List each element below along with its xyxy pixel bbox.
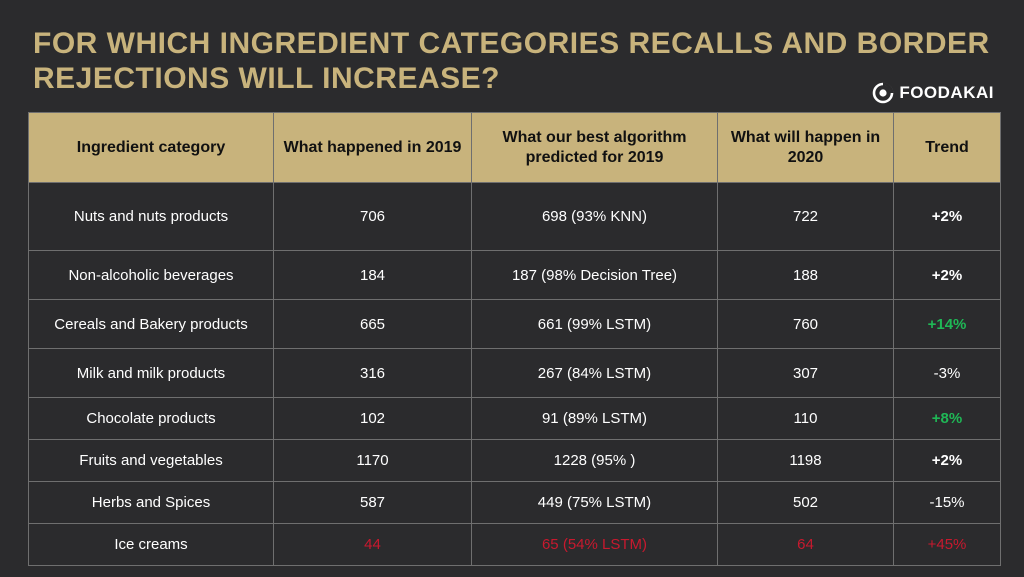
category-cell: Fruits and vegetables [28, 439, 274, 482]
happened-2019-cell: 184 [273, 250, 472, 300]
foodakai-logo-icon [873, 82, 894, 104]
category-cell: Cereals and Bakery products [28, 299, 274, 349]
table-row: Nuts and nuts products 706 698 (93% KNN) 72… [28, 182, 1001, 251]
predicted-2019-cell: 65 (54% LSTM) [471, 523, 718, 566]
predicted-2019-cell: 449 (75% LSTM) [471, 481, 718, 524]
trend-cell: +2% [893, 250, 1001, 300]
happened-2019-cell: 44 [273, 523, 472, 566]
trend-cell: +2% [893, 439, 1001, 482]
forecast-2020-cell: 502 [717, 481, 894, 524]
happened-2019-cell: 1170 [273, 439, 472, 482]
forecast-2020-cell: 1198 [717, 439, 894, 482]
happened-2019-cell: 316 [273, 348, 472, 398]
category-cell: Chocolate products [28, 397, 274, 440]
table-row: Herbs and Spices 587 449 (75% LSTM) 502 -15% [28, 481, 1001, 524]
table-row: Milk and milk products 316 267 (84% LSTM) 3… [28, 348, 1001, 398]
predicted-2019-cell: 267 (84% LSTM) [471, 348, 718, 398]
forecast-2020-cell: 760 [717, 299, 894, 349]
forecast-2020-cell: 307 [717, 348, 894, 398]
trend-cell: +14% [893, 299, 1001, 349]
trend-cell: -3% [893, 348, 1001, 398]
predicted-2019-cell: 698 (93% KNN) [471, 182, 718, 251]
forecast-2020-cell: 64 [717, 523, 894, 566]
category-cell: Non-alcoholic beverages [28, 250, 274, 300]
column-header-trend: Trend [893, 112, 1001, 183]
column-header-happened-2019: What happened in 2019 [273, 112, 472, 183]
column-header-category: Ingredient category [28, 112, 274, 183]
predicted-2019-cell: 1228 (95% ) [471, 439, 718, 482]
recalls-forecast-table: Ingredient category What happened in 201… [28, 112, 1001, 566]
trend-cell: +8% [893, 397, 1001, 440]
forecast-2020-cell: 188 [717, 250, 894, 300]
predicted-2019-cell: 187 (98% Decision Tree) [471, 250, 718, 300]
column-header-forecast-2020: What will happen in 2020 [717, 112, 894, 183]
happened-2019-cell: 665 [273, 299, 472, 349]
page-title: FOR WHICH INGREDIENT CATEGORIES RECALLS … [33, 27, 990, 95]
category-cell: Milk and milk products [28, 348, 274, 398]
trend-cell: +45% [893, 523, 1001, 566]
table-row: Ice creams 44 65 (54% LSTM) 64 +45% [28, 523, 1001, 566]
table-row: Non-alcoholic beverages 184 187 (98% Decis… [28, 250, 1001, 300]
trend-cell: -15% [893, 481, 1001, 524]
happened-2019-cell: 102 [273, 397, 472, 440]
predicted-2019-cell: 661 (99% LSTM) [471, 299, 718, 349]
happened-2019-cell: 706 [273, 182, 472, 251]
column-header-predicted-2019: What our best algorithm predicted for 20… [471, 112, 718, 183]
category-cell: Ice creams [28, 523, 274, 566]
table-header-row: Ingredient category What happened in 201… [28, 112, 1001, 183]
table-body: Nuts and nuts products 706 698 (93% KNN) 72… [28, 182, 1001, 566]
trend-cell: +2% [893, 182, 1001, 251]
foodakai-logo: FOODAKAI [871, 80, 994, 106]
forecast-2020-cell: 110 [717, 397, 894, 440]
happened-2019-cell: 587 [273, 481, 472, 524]
table-row: Cereals and Bakery products 665 661 (99% L… [28, 299, 1001, 349]
table-row: Fruits and vegetables 1170 1228 (95% ) 1198… [28, 439, 1001, 482]
forecast-2020-cell: 722 [717, 182, 894, 251]
category-cell: Herbs and Spices [28, 481, 274, 524]
category-cell: Nuts and nuts products [28, 182, 274, 251]
predicted-2019-cell: 91 (89% LSTM) [471, 397, 718, 440]
logo-text: FOODAKAI [899, 83, 994, 102]
table-row: Chocolate products 102 91 (89% LSTM) 110 +8% [28, 397, 1001, 440]
